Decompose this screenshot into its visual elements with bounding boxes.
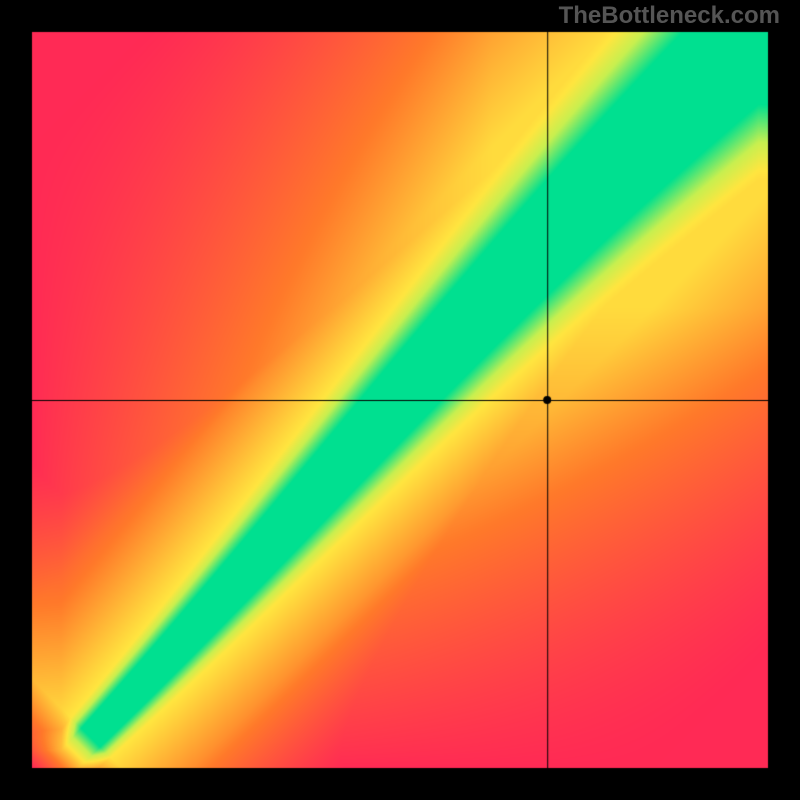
chart-container: { "chart": { "type": "heatmap", "canvas_… xyxy=(0,0,800,800)
bottleneck-heatmap xyxy=(0,0,800,800)
watermark-text: TheBottleneck.com xyxy=(559,2,780,30)
